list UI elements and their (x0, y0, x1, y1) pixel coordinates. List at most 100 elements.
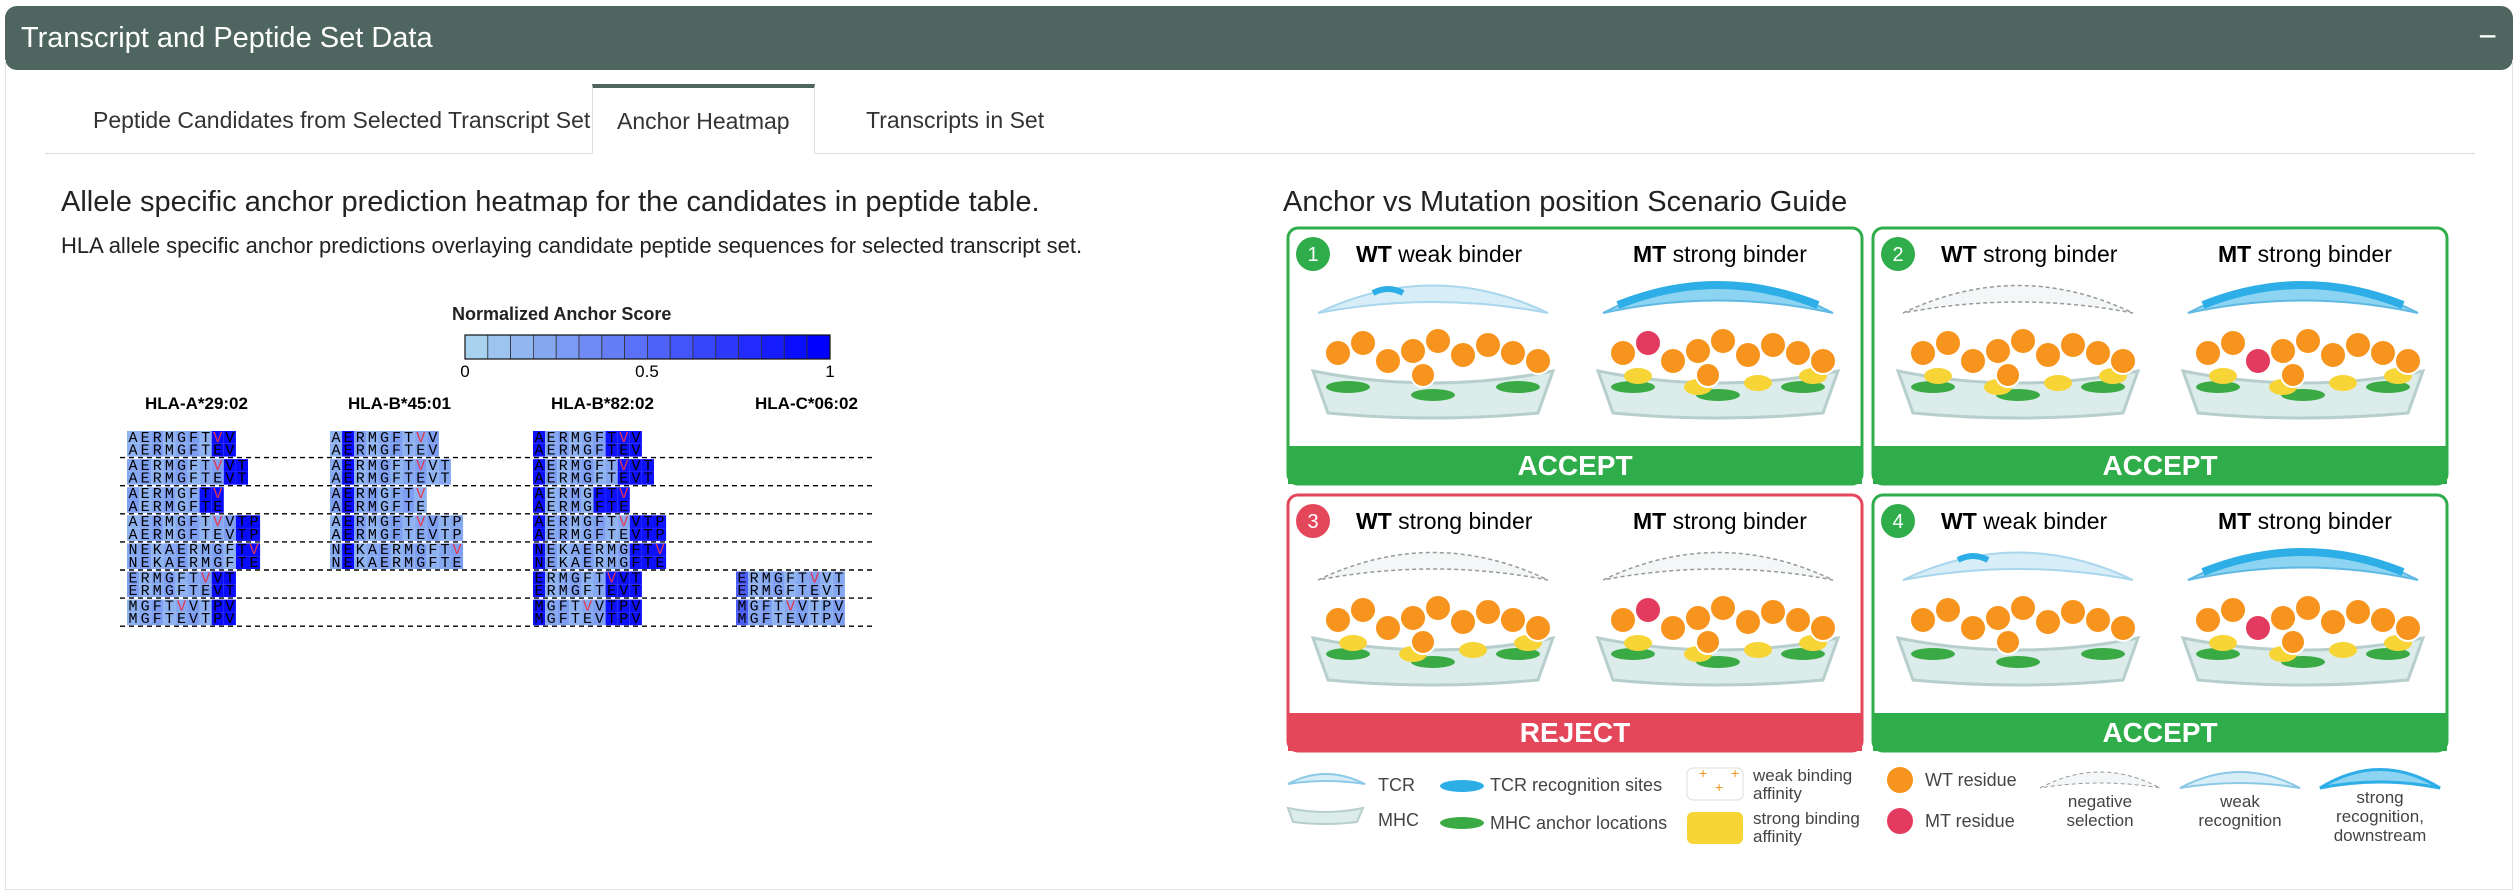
heatmap-residue: A (129, 514, 138, 531)
heatmap-residue: R (356, 430, 365, 447)
heatmap-residue: M (607, 542, 616, 559)
heatmap-residue: M (571, 527, 580, 544)
heatmap-cell (617, 459, 630, 472)
heatmap-cell (569, 431, 582, 444)
heatmap-cell (605, 431, 618, 444)
heatmap-cell (581, 543, 594, 557)
heatmap-cell (820, 571, 833, 585)
wt-residue (2294, 327, 2322, 355)
heatmap-residue: V (631, 611, 640, 628)
heatmap-residue: V (631, 430, 640, 447)
heatmap-cell (641, 471, 654, 485)
heatmap-residue: V (810, 570, 819, 587)
wt-residue (2319, 608, 2347, 636)
heatmap-cell (163, 500, 176, 513)
heatmap-residue: G (619, 542, 628, 559)
heatmap-residue: V (189, 598, 198, 615)
heatmap-residue: R (153, 430, 162, 447)
heatmap-cell (629, 556, 642, 569)
wt-residue (1734, 608, 1762, 636)
heatmap-cell (593, 443, 606, 457)
heatmap-residue: T (643, 555, 652, 572)
heatmap-residue: V (798, 611, 807, 628)
tab-anchor-heatmap[interactable]: Anchor Heatmap (592, 84, 815, 154)
legend-weak-affinity: weak binding (1752, 766, 1852, 785)
heatmap-cell (796, 612, 809, 626)
wt-residue (2084, 339, 2112, 367)
heatmap-cell (832, 584, 845, 598)
strong-affinity-icon (1687, 812, 1743, 844)
heatmap-cell (235, 528, 248, 541)
heatmap-residue: T (798, 583, 807, 600)
heatmap-residue: T (607, 514, 616, 531)
tcr-recognition-site (2201, 548, 2405, 576)
heatmap-cell (438, 556, 451, 569)
tab-transcripts-in-set[interactable]: Transcripts in Set (866, 107, 1045, 133)
heatmap-cell (557, 443, 570, 457)
heatmap-cell (127, 584, 140, 598)
heatmap-residue: A (571, 555, 580, 572)
heatmap-residue: E (738, 583, 747, 600)
heatmap-residue: T (404, 527, 413, 544)
heatmap-cell (569, 443, 582, 457)
heatmap-residue: F (189, 471, 198, 488)
heatmap-residue: M (559, 570, 568, 587)
heatmap-residue: R (595, 555, 604, 572)
heatmap-cell (533, 528, 546, 541)
heatmap-cell (557, 487, 570, 500)
heatmap-cell (605, 471, 618, 485)
mt-binder-label: MT strong binder (1633, 241, 1807, 267)
heatmap-residue: F (559, 598, 568, 615)
heatmap-residue: V (631, 598, 640, 615)
heatmap-cell (402, 515, 415, 529)
heatmap-residue: A (332, 443, 341, 460)
heatmap-cell (402, 556, 415, 569)
heatmap-residue: G (583, 527, 592, 544)
heatmap-residue: E (177, 611, 186, 628)
heatmap-cell (414, 515, 427, 529)
wt-residue (2009, 594, 2037, 622)
heatmap-cell (545, 471, 558, 485)
heatmap-residue: E (619, 499, 628, 516)
mhc-anchor (1496, 381, 1540, 393)
wt-residue (1410, 629, 1436, 655)
heatmap-residue: R (153, 514, 162, 531)
heatmap-residue: V (595, 598, 604, 615)
heatmap-cell (211, 571, 224, 585)
heatmap-residue: V (595, 611, 604, 628)
wt-residue (1959, 347, 1987, 375)
heatmap-cell (426, 471, 439, 485)
heatmap-cell (342, 528, 355, 541)
heatmap-residue: M (404, 542, 413, 559)
heatmap-residue: A (535, 443, 544, 460)
mt-residue-icon (1885, 806, 1915, 836)
heatmap-cell (187, 459, 200, 472)
heatmap-cell (820, 599, 833, 613)
heatmap-residue: G (177, 486, 186, 503)
heatmap-cell (426, 528, 439, 541)
legend-swatch (510, 334, 534, 360)
heatmap-residue: T (607, 499, 616, 516)
heatmap-cell (199, 443, 212, 457)
heatmap-cell (581, 528, 594, 541)
heatmap-residue: E (344, 486, 353, 503)
heatmap-residue: E (344, 471, 353, 488)
heatmap-residue: F (177, 570, 186, 587)
wt-residue (2034, 608, 2062, 636)
heatmap-cell (390, 459, 403, 472)
heatmap-residue: F (225, 542, 234, 559)
legend-strong-recognition-3: downstream (2334, 826, 2427, 845)
heatmap-residue: P (656, 514, 665, 531)
heatmap-residue: G (177, 471, 186, 488)
collapse-button[interactable]: − (2478, 18, 2497, 54)
tab-peptide-candidates[interactable]: Peptide Candidates from Selected Transcr… (93, 107, 591, 133)
heatmap-residue: P (453, 527, 462, 544)
heatmap-cell (151, 487, 164, 500)
heatmap-residue: F (189, 430, 198, 447)
heatmap-residue: F (595, 458, 604, 475)
heatmap-cell (199, 515, 212, 529)
wt-residue (1449, 341, 1477, 369)
legend-swatch (464, 334, 489, 360)
heatmap-residue: F (631, 542, 640, 559)
heatmap-residue: M (368, 443, 377, 460)
